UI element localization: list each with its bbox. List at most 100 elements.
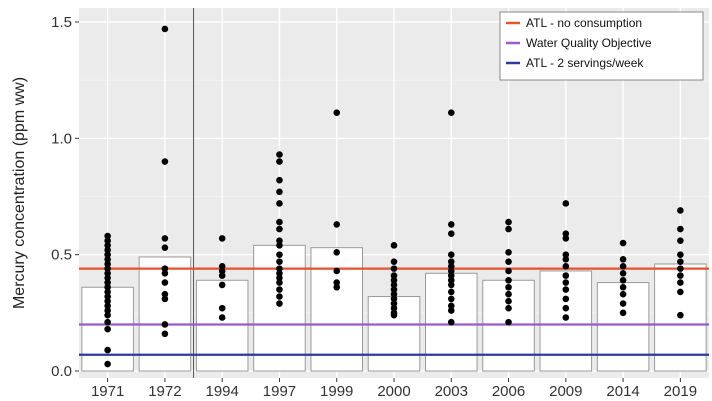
data-point: [104, 307, 111, 314]
data-point: [677, 258, 684, 265]
data-point: [161, 235, 169, 242]
legend-box: [499, 11, 704, 81]
data-point: [161, 25, 169, 33]
data-point: [447, 281, 455, 289]
data-point: [562, 230, 570, 238]
x-tick-label: 1994: [205, 383, 238, 400]
data-point: [505, 290, 512, 298]
data-point: [447, 263, 455, 270]
data-point: [218, 304, 226, 312]
data-point: [619, 256, 627, 263]
data-point: [104, 265, 111, 272]
data-point: [505, 297, 512, 305]
data-point: [390, 295, 398, 303]
data-point: [390, 304, 398, 312]
data-point: [447, 258, 455, 265]
data-point: [562, 200, 570, 207]
data-point: [447, 230, 455, 238]
data-point: [218, 314, 226, 321]
legend: ATL - no consumption Water Quality Object…: [499, 11, 704, 81]
data-point: [390, 242, 398, 249]
data-point: [447, 276, 455, 284]
data-point: [505, 258, 512, 265]
data-point: [218, 281, 226, 289]
data-point: [104, 251, 111, 258]
data-point: [104, 274, 111, 282]
y-tick-label: 1.5: [51, 14, 72, 31]
data-point: [161, 265, 169, 272]
data-point: [104, 297, 111, 305]
data-point: [677, 237, 684, 245]
data-point: [447, 302, 455, 310]
data-point: [276, 188, 283, 196]
data-point: [619, 309, 627, 317]
y-tick-label: 1.0: [51, 130, 72, 147]
data-point: [218, 267, 226, 275]
legend-label: ATL - no consumption: [526, 16, 642, 30]
x-tick-label: 1971: [91, 383, 124, 400]
x-tick-label: 2019: [664, 383, 697, 400]
data-point: [104, 325, 111, 333]
bar-1994: [195, 279, 249, 372]
data-point: [505, 249, 512, 256]
data-point: [161, 244, 169, 251]
data-point: [276, 176, 283, 184]
data-point: [276, 158, 283, 165]
data-point: [562, 314, 570, 321]
data-point: [276, 251, 283, 258]
data-point: [447, 109, 455, 117]
data-point: [276, 265, 283, 272]
y-axis-ticks: 0.0 0.5 1.0 1.5: [51, 14, 79, 380]
data-point: [218, 272, 226, 279]
data-point: [104, 269, 111, 277]
data-point: [276, 225, 283, 233]
legend-label: ATL - 2 servings/week: [526, 56, 644, 70]
data-point: [104, 242, 111, 249]
data-point: [390, 286, 398, 293]
data-point: [104, 279, 111, 286]
data-point: [619, 300, 627, 307]
data-point: [505, 267, 512, 275]
data-point: [562, 295, 570, 303]
bar-2009: [539, 270, 593, 372]
data-point: [276, 279, 283, 286]
data-point: [276, 286, 283, 293]
data-point: [677, 311, 684, 319]
data-point: [161, 269, 169, 277]
data-point: [619, 276, 627, 284]
data-point: [505, 276, 512, 284]
y-tick-label: 0.5: [51, 247, 72, 264]
data-point: [218, 263, 226, 270]
bar-1999: [310, 247, 364, 372]
data-point: [104, 237, 111, 245]
data-point: [505, 225, 512, 233]
x-tick-label: 2003: [435, 383, 468, 400]
data-point: [104, 346, 111, 354]
data-point: [390, 276, 398, 284]
data-point: [677, 279, 684, 286]
data-point: [104, 360, 111, 368]
data-point: [276, 200, 283, 207]
data-point: [276, 237, 283, 245]
data-point: [677, 225, 684, 233]
data-point: [447, 295, 455, 303]
data-point: [447, 272, 455, 279]
data-point: [333, 279, 341, 286]
data-point: [619, 290, 627, 298]
data-point: [447, 288, 455, 296]
data-point: [677, 288, 684, 296]
data-point: [619, 283, 627, 291]
x-tick-label: 2000: [377, 383, 410, 400]
data-point: [447, 221, 455, 228]
data-point: [104, 283, 111, 291]
data-point: [161, 295, 169, 303]
legend-label: Water Quality Objective: [526, 36, 652, 50]
data-point: [390, 300, 398, 307]
y-tick-label: 0.0: [51, 363, 72, 380]
data-point: [447, 267, 455, 275]
y-axis-title: Mercury concentration (ppm ww): [11, 77, 28, 309]
data-point: [562, 279, 570, 286]
data-point: [447, 251, 455, 258]
data-point: [562, 286, 570, 293]
